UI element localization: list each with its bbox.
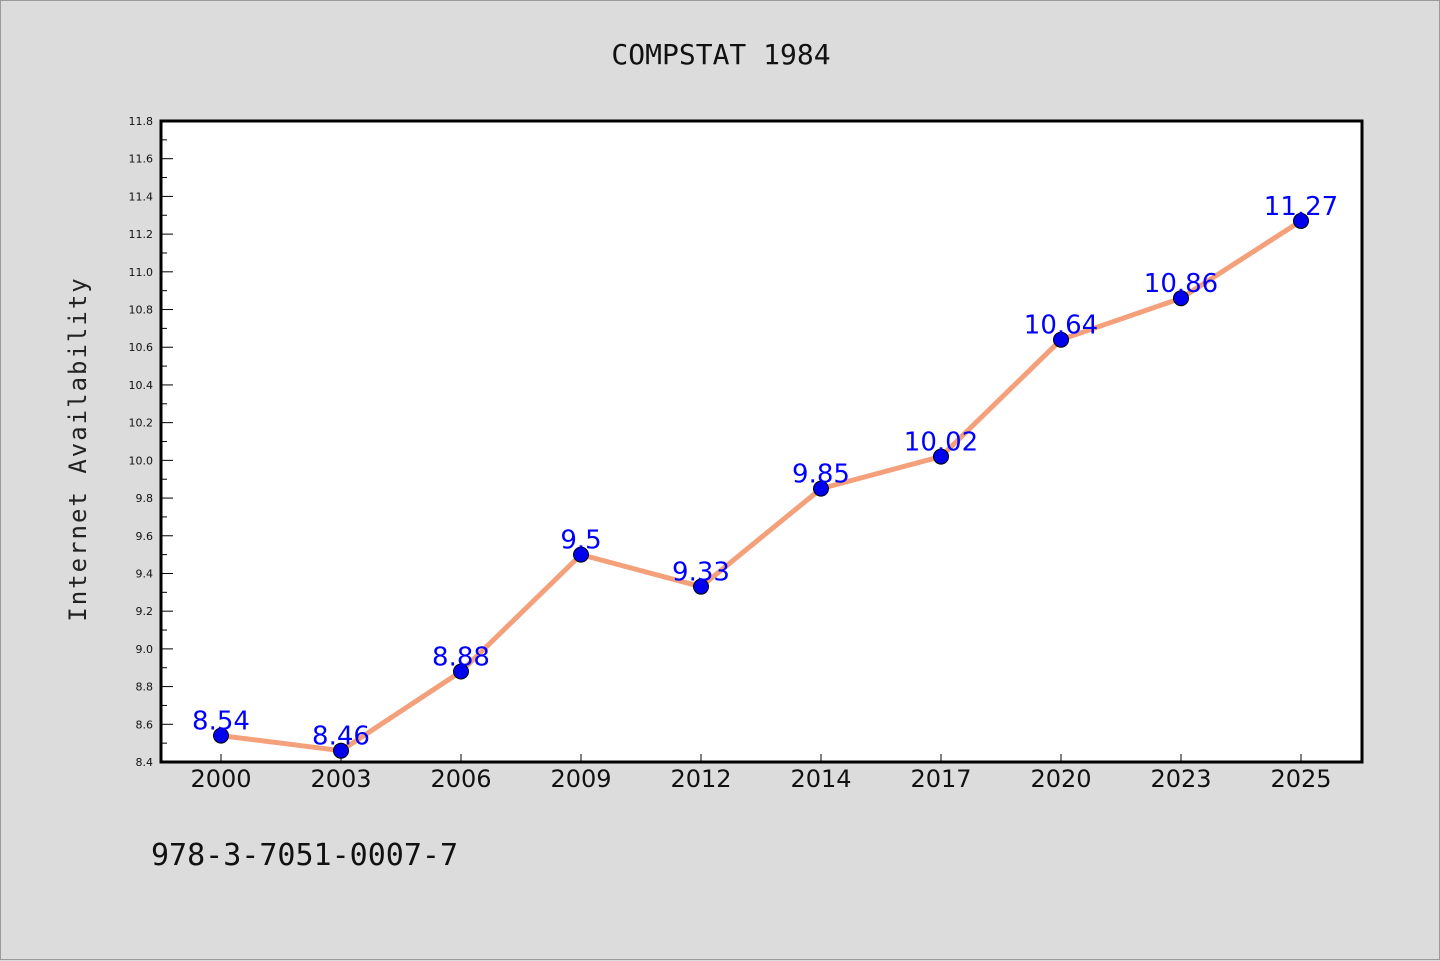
y-tick-label: 11.0 [129, 266, 154, 279]
y-tick-label: 11.2 [129, 228, 154, 241]
data-point [333, 742, 349, 759]
data-point [1173, 290, 1189, 307]
data-point [693, 578, 709, 595]
y-tick-label: 9.2 [136, 605, 154, 618]
chart-title: COMPSTAT 1984 [611, 38, 830, 71]
y-tick-label: 8.8 [136, 681, 154, 694]
x-axis: 2000 2003 2006 2009 2012 2014 2017 2020 2023 2025 [190, 754, 1332, 793]
y-tick-label: 8.6 [136, 718, 154, 731]
data-label: 9.33 [672, 558, 730, 588]
data-label: 10.64 [1024, 311, 1098, 341]
plot-area [159, 119, 1364, 764]
y-tick-label: 9.4 [136, 567, 154, 580]
series-line-group [218, 218, 1304, 754]
data-point [813, 480, 829, 497]
data-label: 9.85 [792, 460, 850, 490]
data-point [213, 727, 229, 744]
y-axis: 8.4 8.6 8.8 9.0 9.2 9.4 9.6 9.8 10.0 10.2 10.4 10.6… [129, 115, 173, 769]
x-tick-label: 2000 [190, 765, 251, 793]
data-label: 8.46 [312, 722, 370, 752]
data-label: 8.54 [192, 707, 250, 737]
y-tick-label: 10.2 [129, 417, 154, 430]
data-point [1293, 212, 1309, 229]
y-tick-label: 11.4 [129, 190, 154, 203]
x-tick-label: 2003 [310, 765, 371, 793]
y-tick-label: 11.8 [129, 115, 154, 128]
data-points-group [213, 212, 1309, 759]
x-tick-label: 2023 [1150, 765, 1211, 793]
data-point [1053, 331, 1069, 348]
data-point [933, 448, 949, 465]
x-tick-label: 2025 [1270, 765, 1331, 793]
data-label: 8.88 [432, 643, 490, 673]
y-axis-label: Internet Availability [64, 276, 92, 621]
x-tick-label: 2012 [670, 765, 731, 793]
x-tick-label: 2006 [430, 765, 491, 793]
data-point [453, 663, 469, 680]
data-label: 10.02 [904, 428, 978, 458]
data-point [573, 546, 589, 563]
footer-isbn: 978-3-7051-0007-7 [151, 838, 458, 873]
y-tick-label: 10.8 [129, 304, 154, 317]
data-labels-group: 8.54 8.46 8.88 9.5 9.33 9.85 10.02 10.64 10.86 11… [192, 192, 1338, 752]
y-tick-label: 11.6 [129, 153, 154, 166]
series-line [218, 218, 1304, 754]
y-tick-label: 9.0 [136, 643, 154, 656]
x-tick-label: 2020 [1030, 765, 1091, 793]
x-tick-label: 2009 [550, 765, 611, 793]
y-tick-label: 10.6 [129, 341, 154, 354]
data-label: 10.86 [1144, 269, 1218, 299]
x-tick-label: 2017 [910, 765, 971, 793]
y-tick-label: 9.6 [136, 530, 154, 543]
y-tick-label: 9.8 [136, 492, 154, 505]
y-tick-label: 8.4 [136, 756, 154, 769]
x-tick-label: 2014 [790, 765, 851, 793]
data-label: 11.27 [1264, 192, 1338, 222]
y-tick-label: 10.0 [129, 454, 154, 467]
data-label: 9.5 [560, 526, 601, 556]
y-tick-label: 10.4 [129, 379, 154, 392]
